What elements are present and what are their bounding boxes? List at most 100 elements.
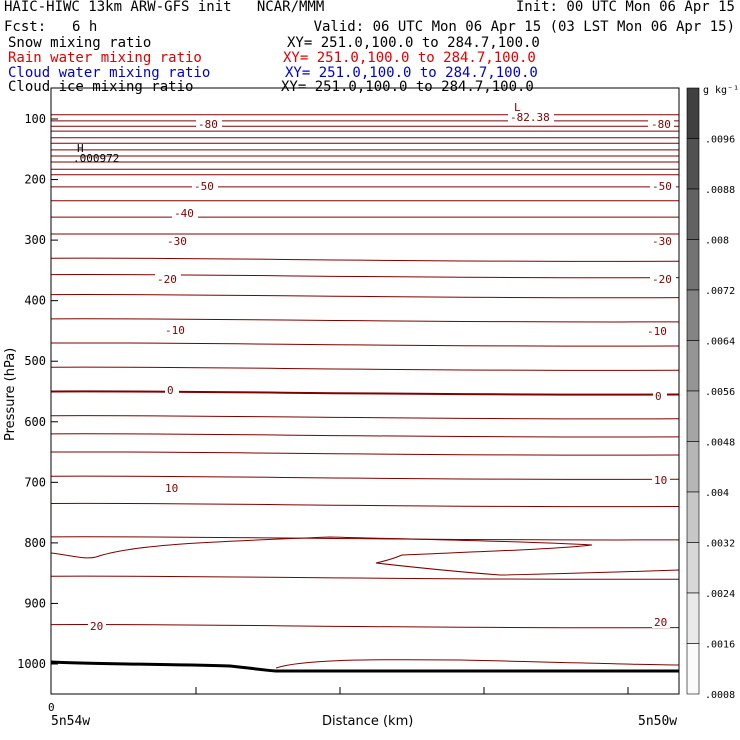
isotherm-label: -30 (652, 235, 672, 248)
colorbar-label: .0032 (705, 539, 735, 550)
colorbar-label: .0096 (705, 135, 735, 146)
y-tick-label: 700 (24, 475, 46, 489)
isotherm-line (50, 186, 680, 188)
colorbar-label: .004 (705, 488, 729, 499)
colorbar-label: .0016 (705, 640, 735, 651)
isotherm-label: -10 (647, 325, 667, 338)
isotherm-label: 10 (654, 474, 667, 487)
colorbar-unit: g kg⁻¹ (703, 85, 739, 96)
isotherm-label: 0 (167, 384, 174, 397)
field-name-cloud-ice: Cloud ice mixing ratio (8, 79, 194, 95)
isotherm-label: 10 (165, 482, 178, 495)
colorbar-swatch (686, 138, 700, 190)
max-label: H .000972 (73, 142, 119, 165)
colorbar-swatch (686, 87, 700, 139)
y-tick-label: 900 (24, 596, 46, 610)
isotherm-line (50, 113, 680, 116)
isotherm-line (50, 199, 680, 202)
colorbar-label: .0064 (705, 337, 735, 348)
field-xy-cloud-ice: XY= 251.0,100.0 to 284.7,100.0 (281, 79, 534, 95)
isotherm-label: -20 (157, 273, 177, 286)
cloud-contours (50, 536, 680, 669)
isotherm-label: -80 (198, 118, 218, 131)
isotherm-label: -30 (167, 235, 187, 248)
colorbar-swatch (686, 390, 700, 442)
colorbar-swatch (686, 643, 700, 695)
cloud-contour-base (275, 659, 680, 669)
colorbar-label: .0024 (705, 589, 735, 600)
colorbar-label: .0088 (705, 185, 735, 196)
isotherm-label: 20 (90, 620, 103, 633)
colorbar-swatch (686, 491, 700, 543)
isotherm-label: 0 (655, 390, 662, 403)
isotherm-line (50, 536, 680, 541)
cloud-contour-upper (50, 536, 593, 564)
header-init: Init: 00 UTC Mon 06 Apr 15 (515, 0, 735, 15)
field-name-rain: Rain water mixing ratio (8, 50, 202, 66)
field-xy-snow: XY= 251.0,100.0 to 284.7,100.0 (287, 35, 540, 51)
colorbar-label: .0056 (705, 387, 735, 398)
colorbar-swatch (686, 542, 700, 594)
colorbar-swatch (686, 592, 700, 644)
isotherm-line (50, 415, 680, 420)
colorbar-swatch (686, 188, 700, 240)
y-tick-label: 600 (24, 415, 46, 429)
header-fcst-label: Fcst: (4, 19, 47, 35)
min-marker: L (514, 101, 521, 114)
x-axis (50, 687, 629, 694)
y-tick-label: 500 (24, 354, 46, 368)
field-name-snow: Snow mixing ratio (8, 35, 152, 51)
isotherm-line (50, 155, 680, 157)
isotherm-line (50, 257, 680, 262)
isotherm-label: -20 (652, 273, 672, 286)
isotherm-line (50, 120, 680, 122)
isotherm-line (50, 168, 680, 171)
isotherm-line (50, 475, 680, 480)
isotherm-labels: -80 -80 -50 -50 -40 -30 -30 -20 -20 -10 … (88, 101, 676, 633)
isotherm-line (50, 273, 680, 279)
isotherm-line (50, 624, 680, 629)
colorbar-swatch (686, 340, 700, 392)
isotherm-line (50, 136, 680, 139)
isotherm-line (50, 451, 680, 456)
colorbar-label: .0048 (705, 438, 735, 449)
y-tick-label: 200 (24, 173, 46, 187)
isotherm-label: -40 (174, 207, 194, 220)
isotherm-label: 20 (654, 616, 667, 629)
max-marker: H (77, 142, 84, 155)
field-name-cloud-water: Cloud water mixing ratio (8, 65, 211, 81)
colorbar: .0096 .0088 .008 .0072 .0064 .0056 .0048 .004 .0… (686, 87, 735, 701)
colorbar-swatch (686, 441, 700, 493)
x-tick-label: 0 (48, 701, 55, 714)
colorbar-swatch (686, 289, 700, 341)
isotherm-line (50, 390, 680, 396)
isotherm-line (50, 342, 680, 347)
y-axis: 100 200 300 400 500 600 700 800 900 1000 (17, 112, 58, 671)
colorbar-swatch (686, 239, 700, 291)
colorbar-label: .0072 (705, 286, 735, 297)
y-tick-label: 1000 (17, 657, 46, 671)
y-tick-label: 800 (24, 536, 46, 550)
isotherm-line (50, 366, 680, 371)
max-value: .000972 (73, 152, 119, 165)
isotherm-line (50, 161, 680, 163)
isotherm-line (50, 130, 680, 132)
isotherm-line (50, 216, 680, 218)
header-fcst-value: 6 h (72, 19, 98, 35)
header-valid: Valid: 06 UTC Mon 06 Apr 15 (03 LST Mon … (313, 19, 735, 35)
x-endpoint-left: 5n54w (51, 714, 90, 729)
isotherm-line (50, 233, 680, 235)
isotherm-line (50, 125, 680, 128)
y-tick-label: 300 (24, 233, 46, 247)
min-value: -82.38 (510, 111, 550, 124)
isotherm-line (50, 433, 680, 438)
colorbar-label: .008 (705, 236, 729, 247)
plot-frame (50, 87, 680, 695)
terrain-line (50, 660, 679, 673)
field-xy-cloud-water: XY= 251.0,100.0 to 284.7,100.0 (285, 65, 538, 81)
isotherm-line (50, 318, 680, 323)
y-tick-label: 400 (24, 294, 46, 308)
isotherm-line (50, 173, 680, 176)
isotherm-label: -50 (652, 180, 672, 193)
